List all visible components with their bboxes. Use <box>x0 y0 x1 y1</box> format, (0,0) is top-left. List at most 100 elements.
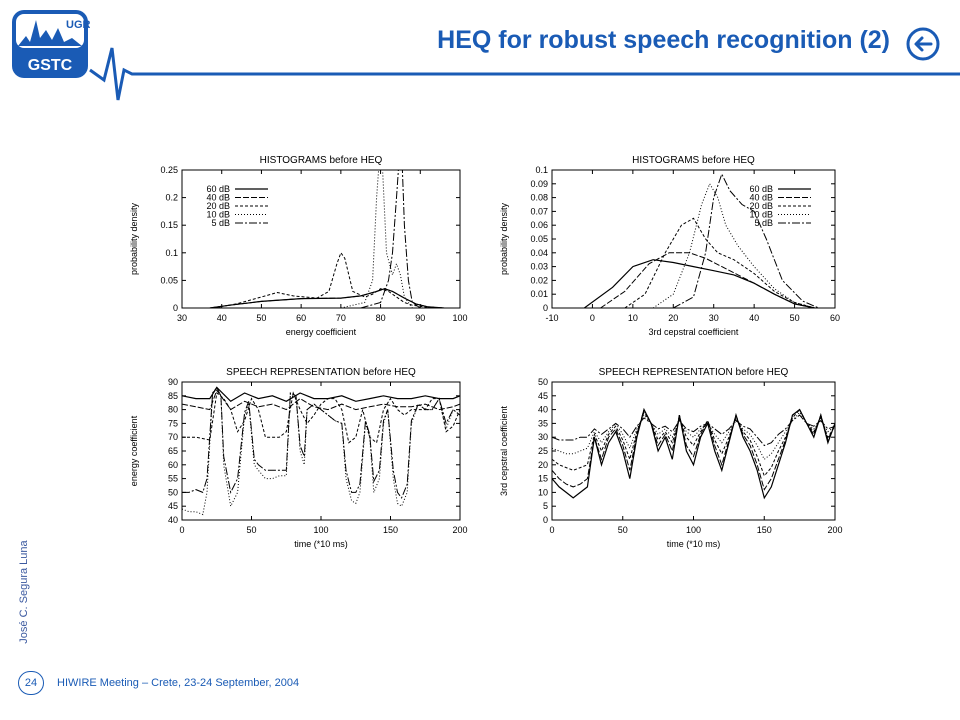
x-tick-label: 40 <box>217 313 227 323</box>
series-line-60-db <box>583 259 815 308</box>
y-axis-label: energy coefficient <box>129 415 139 486</box>
y-tick-label: 0.15 <box>160 220 178 230</box>
author-name: José C. Segura Luna <box>18 540 30 644</box>
x-tick-label: 60 <box>830 313 840 323</box>
series-line-40-db <box>182 386 460 499</box>
y-tick-label: 0.06 <box>530 220 548 230</box>
histogram-cepstral-chart: HISTOGRAMS before HEQ-10 0 10 20 30 40 50 6000.… <box>499 155 840 337</box>
x-tick-label: 0 <box>179 525 184 535</box>
x-tick-label: 40 <box>749 313 759 323</box>
back-arrow-icon <box>906 27 940 61</box>
x-tick-label: 50 <box>618 525 628 535</box>
y-tick-label: 70 <box>168 432 178 442</box>
y-tick-label: 90 <box>168 377 178 387</box>
legend-label: 40 dB <box>206 193 230 203</box>
series-line-5-db <box>360 170 421 308</box>
y-tick-label: 75 <box>168 418 178 428</box>
legend-label: 60 dB <box>206 184 230 194</box>
x-tick-label: 90 <box>415 313 425 323</box>
page-number-badge: 24 <box>18 671 44 695</box>
y-tick-label: 0.05 <box>160 275 178 285</box>
legend-label: 10 dB <box>749 210 773 220</box>
series-line-10-db <box>182 389 460 411</box>
chart-title: SPEECH REPRESENTATION before HEQ <box>226 367 416 378</box>
logo-top-text: UGR <box>66 19 90 31</box>
legend-label: 10 dB <box>206 210 230 220</box>
y-tick-label: 60 <box>168 460 178 470</box>
x-axis-label: time (*10 ms) <box>667 539 721 549</box>
back-button[interactable] <box>905 26 941 62</box>
y-tick-label: 0.1 <box>535 165 548 175</box>
chart-title: SPEECH REPRESENTATION before HEQ <box>599 367 789 378</box>
legend-label: 20 dB <box>206 201 230 211</box>
series-line-60-db <box>552 407 835 500</box>
x-tick-label: 150 <box>757 525 772 535</box>
y-tick-label: 0 <box>543 303 548 313</box>
y-tick-label: 0.2 <box>165 193 178 203</box>
legend-label: 5 dB <box>211 218 230 228</box>
y-axis-label: probability density <box>499 202 509 275</box>
x-tick-label: 30 <box>177 313 187 323</box>
series-line-5-db <box>552 414 835 447</box>
series-line-40-db <box>600 252 815 308</box>
x-tick-label: 50 <box>790 313 800 323</box>
y-tick-label: 0 <box>543 515 548 525</box>
x-tick-label: 60 <box>296 313 306 323</box>
y-tick-label: 0.05 <box>530 234 548 244</box>
x-tick-label: 100 <box>452 313 467 323</box>
series-line-20-db <box>213 251 445 308</box>
x-tick-label: 20 <box>668 313 678 323</box>
chart-title: HISTOGRAMS before HEQ <box>260 155 383 166</box>
y-tick-label: 0.01 <box>530 289 548 299</box>
y-tick-label: 40 <box>538 405 548 415</box>
y-tick-label: 25 <box>538 446 548 456</box>
y-tick-label: 55 <box>168 474 178 484</box>
plot-frame <box>551 381 836 521</box>
slide-title: HEQ for robust speech recognition (2) <box>437 26 890 54</box>
series-line-20-db <box>624 217 815 308</box>
y-tick-label: 45 <box>168 501 178 511</box>
legend-label: 5 dB <box>754 218 773 228</box>
x-tick-label: 150 <box>383 525 398 535</box>
y-tick-label: 0 <box>173 303 178 313</box>
series-line-40-db <box>209 288 445 308</box>
y-tick-label: 5 <box>543 501 548 511</box>
y-tick-label: 0.03 <box>530 262 548 272</box>
author-label: José C. Segura Luna <box>14 530 34 660</box>
legend-label: 20 dB <box>749 201 773 211</box>
x-tick-label: 50 <box>256 313 266 323</box>
series-line-5-db <box>673 172 819 308</box>
footer-meeting-text: HIWIRE Meeting – Crete, 23-24 September,… <box>57 677 300 689</box>
x-axis-label: time (*10 ms) <box>294 539 348 549</box>
x-tick-label: 30 <box>709 313 719 323</box>
y-tick-label: 45 <box>538 391 548 401</box>
series-line-10-db <box>552 411 835 461</box>
series-line-60-db <box>182 386 460 516</box>
y-tick-label: 0.09 <box>530 179 548 189</box>
chart-title: HISTOGRAMS before HEQ <box>632 155 755 166</box>
series-line-10-db <box>652 182 815 308</box>
y-axis-label: probability density <box>129 202 139 275</box>
y-tick-label: 15 <box>538 474 548 484</box>
y-tick-label: 20 <box>538 460 548 470</box>
y-tick-label: 0.02 <box>530 275 548 285</box>
y-tick-label: 80 <box>168 405 178 415</box>
series-line-40-db <box>552 408 835 491</box>
header-decoration <box>89 47 960 101</box>
x-tick-label: 80 <box>376 313 386 323</box>
plot-frame <box>181 169 461 309</box>
legend-label: 40 dB <box>749 193 773 203</box>
ugr-gstc-logo: UGR GSTC <box>10 8 91 80</box>
y-axis-label: 3rd cepstral coefficient <box>499 406 509 496</box>
legend-label: 60 dB <box>749 184 773 194</box>
header-wave-line <box>89 47 960 101</box>
y-tick-label: 0.07 <box>530 206 548 216</box>
x-tick-label: 50 <box>246 525 256 535</box>
speech-cepstral-chart: SPEECH REPRESENTATION before HEQ 0 50 100 15… <box>499 367 843 549</box>
x-tick-label: 200 <box>827 525 842 535</box>
series-line-20-db <box>552 408 835 477</box>
x-tick-label: -10 <box>545 313 558 323</box>
speech-energy-chart: SPEECH REPRESENTATION before HEQ 0 50 100 15… <box>129 367 468 549</box>
series-line-5-db <box>182 386 460 403</box>
x-tick-label: 100 <box>686 525 701 535</box>
